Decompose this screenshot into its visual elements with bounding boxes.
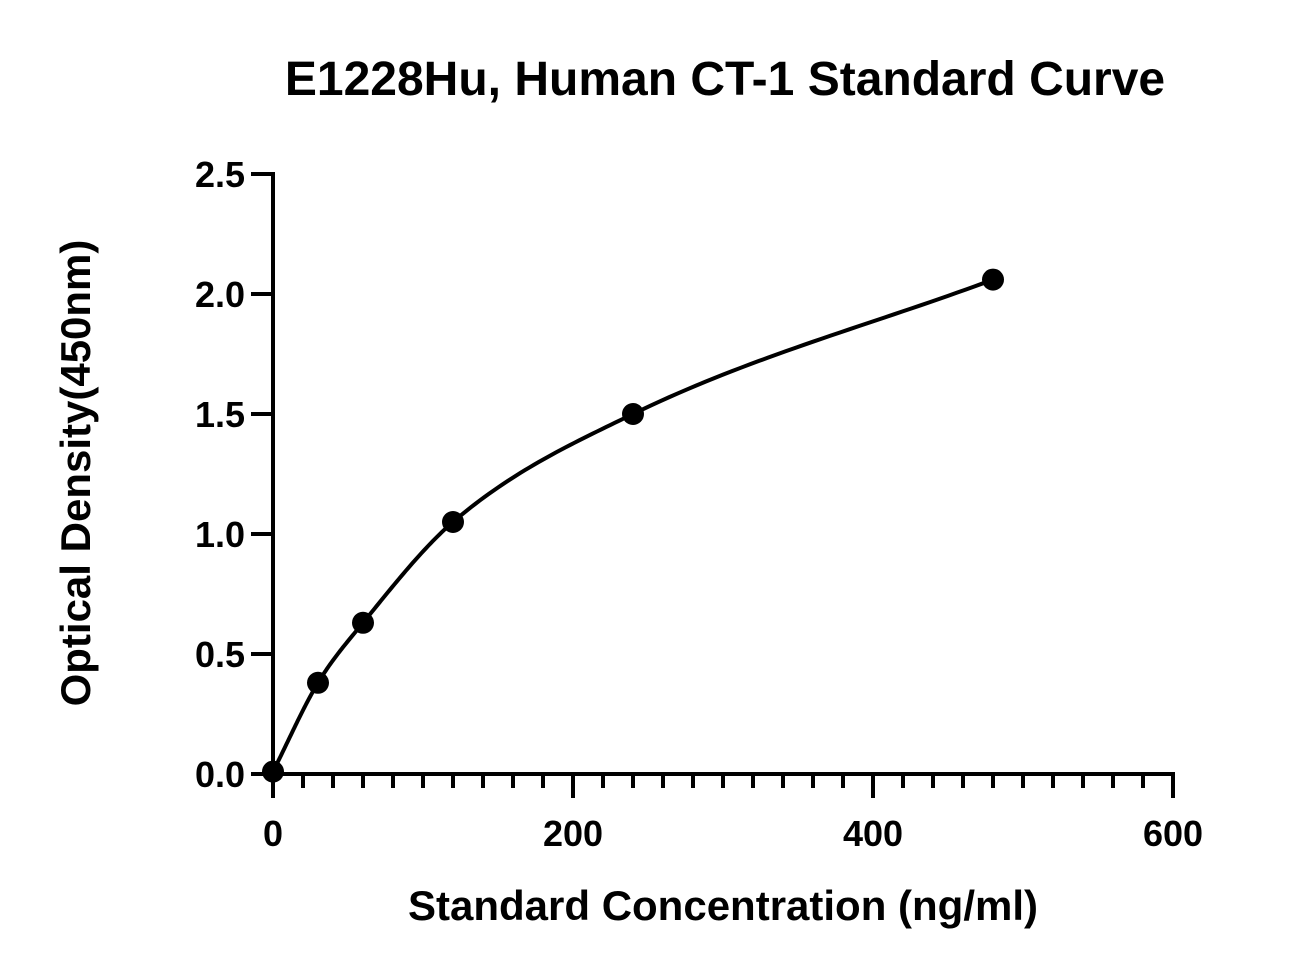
- x-axis-label: Standard Concentration (ng/ml): [408, 882, 1038, 929]
- x-tick-label: 600: [1143, 813, 1203, 854]
- y-axis-label: Optical Density(450nm): [52, 240, 99, 707]
- y-tick-label: 1.5: [195, 394, 245, 435]
- x-ticks: 0 200 400 600: [263, 774, 1203, 854]
- data-point: [262, 760, 284, 783]
- x-tick-label: 400: [843, 813, 903, 854]
- x-tick-label: 0: [263, 813, 283, 854]
- y-ticks: 0.0 0.5 1.0 1.5 2.0 2.5: [195, 154, 273, 795]
- data-point: [622, 403, 644, 425]
- data-point: [352, 611, 374, 634]
- data-point: [442, 511, 464, 533]
- data-point: [982, 268, 1004, 291]
- x-tick-label: 200: [543, 813, 603, 854]
- data-point: [307, 671, 329, 694]
- fit-curve-line: [271, 277, 994, 773]
- fit-curve: [271, 277, 994, 773]
- y-tick-label: 0.0: [195, 754, 245, 795]
- y-tick-label: 0.5: [195, 634, 245, 675]
- axes: [271, 172, 1175, 776]
- y-tick-label: 2.5: [195, 154, 245, 195]
- y-tick-label: 2.0: [195, 274, 245, 315]
- y-tick-label: 1.0: [195, 514, 245, 555]
- data-points: [262, 268, 1004, 783]
- chart-title: E1228Hu, Human CT-1 Standard Curve: [285, 53, 1165, 106]
